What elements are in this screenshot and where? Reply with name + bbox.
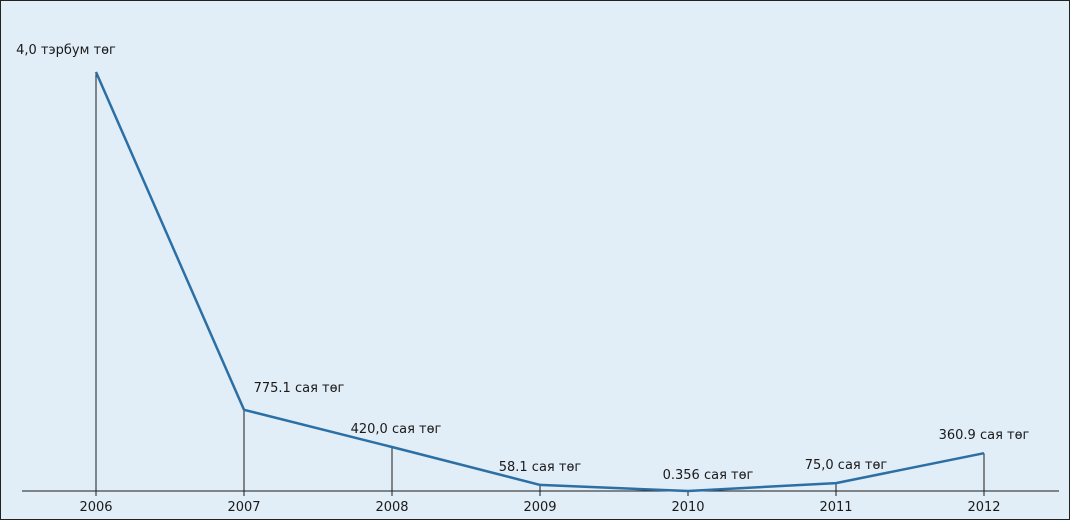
data-label-2008: 420,0 сая төг <box>351 422 442 437</box>
x-tick-label-2012: 2012 <box>967 500 1000 515</box>
data-label-2010: 0.356 сая төг <box>663 468 754 483</box>
x-tick-label-2010: 2010 <box>671 500 704 515</box>
data-labels: 4,0 тэрбум төг 775.1 сая төг 420,0 сая төг… <box>16 43 1029 483</box>
x-tick-label-2011: 2011 <box>819 500 852 515</box>
data-series-line <box>94 71 985 493</box>
data-label-2006: 4,0 тэрбум төг <box>16 43 116 58</box>
drop-lines <box>95 72 985 491</box>
data-label-2007: 775.1 сая төг <box>254 381 345 396</box>
x-tick-label-2007: 2007 <box>227 500 260 515</box>
data-label-2011: 75,0 сая төг <box>805 458 888 473</box>
x-tick-label-2008: 2008 <box>375 500 408 515</box>
x-axis-ticks: 2006 2007 2008 2009 2010 2011 2012 <box>79 491 1001 515</box>
x-tick-label-2009: 2009 <box>523 500 556 515</box>
data-label-2009: 58.1 сая төг <box>499 460 582 475</box>
x-tick-label-2006: 2006 <box>79 500 112 515</box>
data-label-2012: 360.9 сая төг <box>939 428 1030 443</box>
